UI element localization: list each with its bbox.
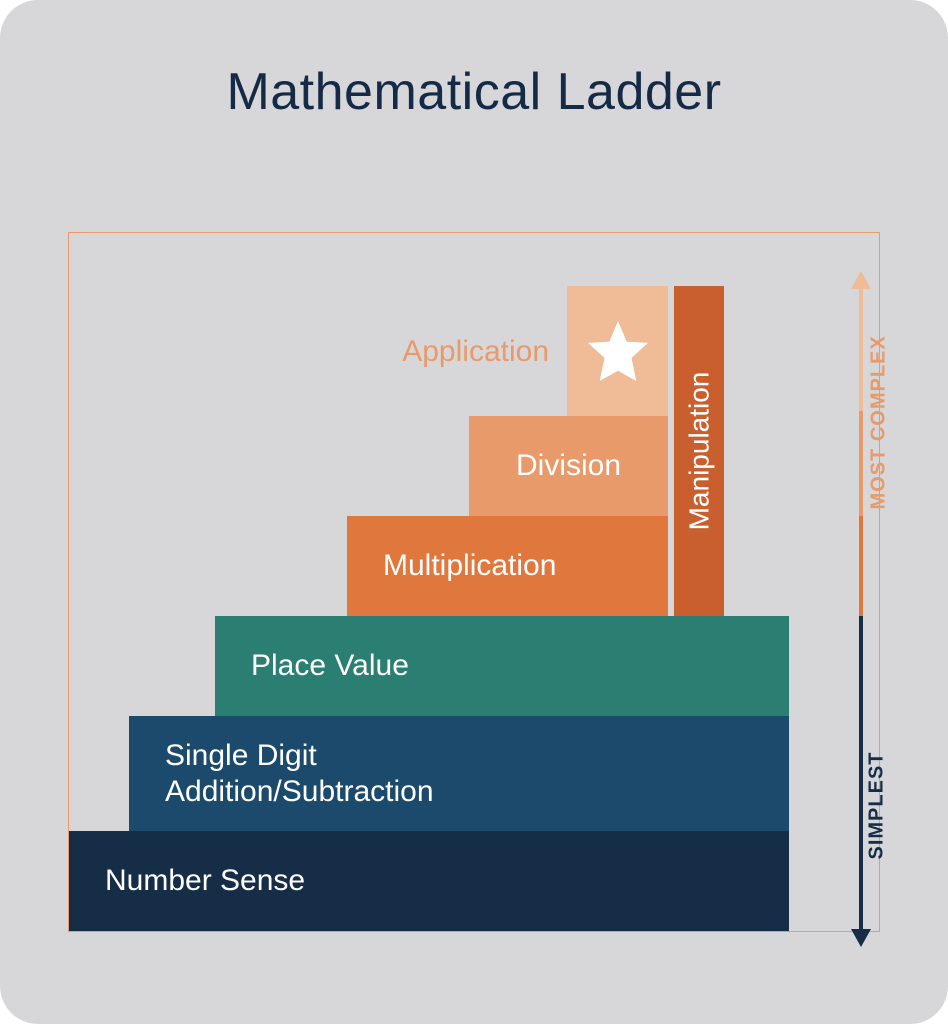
arrow-head-bottom xyxy=(851,929,871,947)
step-label: Multiplication xyxy=(383,548,556,584)
arrow-label-most-complex: MOST COMPLEX xyxy=(868,310,891,510)
arrow-segment-1 xyxy=(859,516,863,616)
step-5 xyxy=(567,286,668,416)
manipulation-block: Manipulation xyxy=(674,286,724,616)
arrow-segment-0 xyxy=(859,616,863,931)
infographic-card: Mathematical Ladder Number Sense Single D… xyxy=(0,0,948,1024)
step-0: Number Sense xyxy=(69,831,789,931)
step-3: Multiplication xyxy=(347,516,668,616)
ladder-frame: Number Sense Single Digit Addition/Subtra… xyxy=(68,232,880,932)
star-icon xyxy=(582,315,654,387)
title: Mathematical Ladder xyxy=(0,0,948,122)
step-label: Number Sense xyxy=(105,863,305,899)
step-label: Division xyxy=(516,448,621,484)
complexity-arrow: SIMPLESTMOST COMPLEX xyxy=(851,271,871,931)
step-1: Single Digit Addition/Subtraction xyxy=(129,716,789,831)
step-label: Place Value xyxy=(251,648,409,684)
arrow-segment-2 xyxy=(859,411,863,516)
arrow-segment-3 xyxy=(859,287,863,411)
step-label-outside: Application xyxy=(69,335,549,369)
arrow-label-simplest: SIMPLEST xyxy=(866,740,889,860)
manipulation-label: Manipulation xyxy=(683,372,715,531)
step-4: Division xyxy=(469,416,668,516)
step-label: Single Digit Addition/Subtraction xyxy=(165,738,434,810)
arrow-head-top xyxy=(851,271,871,289)
step-2: Place Value xyxy=(215,616,789,716)
